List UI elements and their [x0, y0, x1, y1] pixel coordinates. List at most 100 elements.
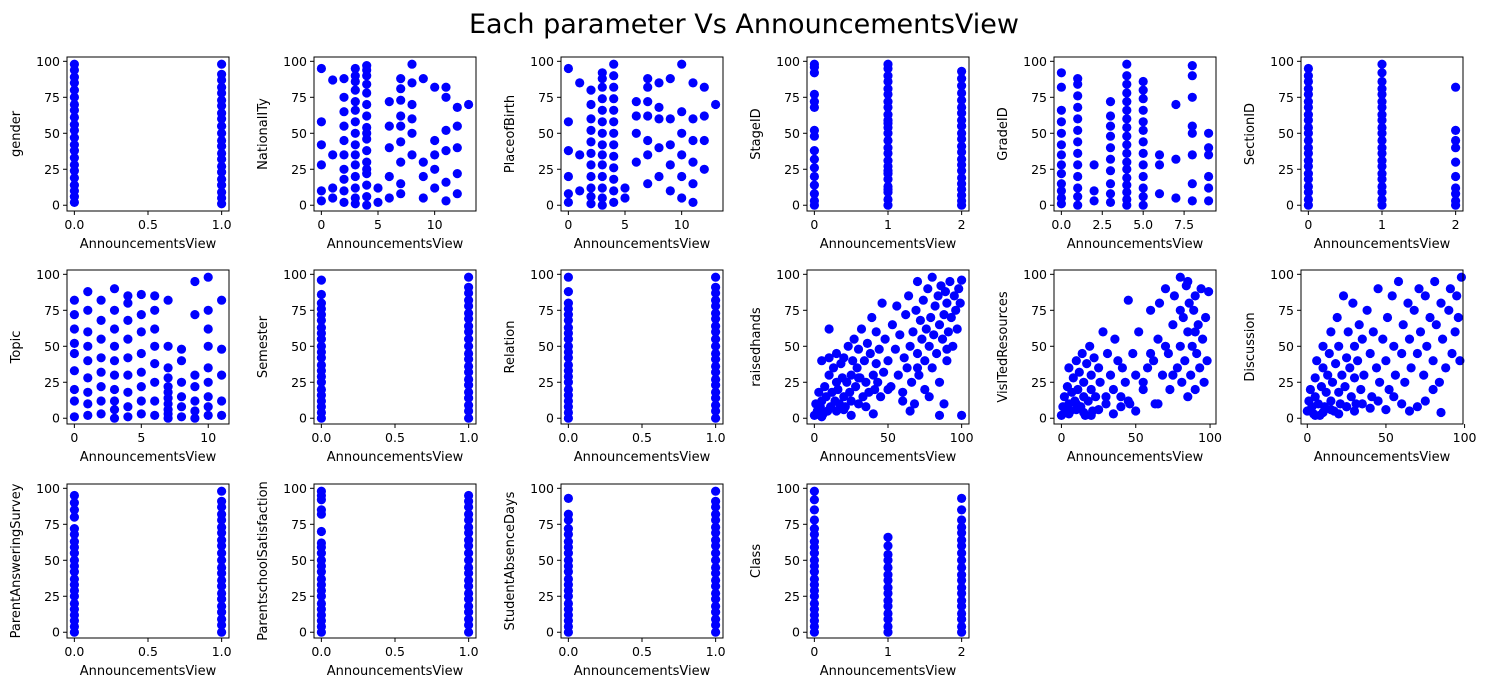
- data-point: [1342, 402, 1352, 412]
- data-point: [362, 111, 372, 121]
- y-axis-label: NationalITy: [256, 98, 271, 170]
- data-point: [1343, 327, 1353, 337]
- x-tick-label: 50: [880, 430, 896, 445]
- data-point: [441, 92, 451, 102]
- data-point: [1128, 348, 1138, 359]
- data-point: [563, 146, 574, 156]
- data-point: [1079, 377, 1089, 387]
- data-point: [586, 114, 596, 124]
- axes-frame: [560, 483, 724, 639]
- data-point: [203, 363, 213, 373]
- data-point: [853, 399, 864, 409]
- data-point: [1122, 131, 1132, 141]
- data-point: [809, 574, 820, 584]
- data-point: [1074, 367, 1084, 377]
- data-point: [69, 120, 79, 130]
- data-point: [69, 338, 79, 348]
- data-point: [1451, 143, 1461, 153]
- data-point: [190, 413, 200, 423]
- data-point: [643, 74, 653, 84]
- data-point: [396, 74, 406, 84]
- x-tick-label: 1.0: [459, 430, 479, 445]
- scatter-points: [563, 59, 721, 210]
- data-point: [1453, 312, 1463, 323]
- data-point: [563, 197, 574, 207]
- data-point: [1189, 305, 1199, 315]
- data-point: [1204, 171, 1214, 182]
- data-point: [845, 387, 855, 397]
- y-tick-label: 0: [792, 625, 800, 640]
- data-point: [1183, 276, 1193, 287]
- data-point: [699, 164, 709, 174]
- data-point: [934, 377, 945, 387]
- subplot-6: 0 1 2 0 25 50 75 100 AnnouncementsView SectionID: [1243, 54, 1464, 252]
- data-point: [217, 396, 227, 406]
- x-tick-label: 0: [1057, 430, 1065, 445]
- data-point: [1373, 284, 1383, 294]
- data-point: [69, 85, 79, 95]
- data-point: [1190, 291, 1200, 301]
- data-point: [1105, 97, 1116, 107]
- data-point: [631, 128, 641, 138]
- data-point: [1094, 405, 1104, 415]
- subplot-13: 0.0 0.5 1.0 0 25 50 75 100 AnnouncementsView Pare…: [9, 481, 232, 679]
- data-point: [609, 174, 619, 184]
- data-point: [69, 490, 79, 501]
- y-tick-label: 75: [44, 90, 60, 105]
- data-point: [563, 117, 574, 127]
- y-tick-label: 25: [291, 162, 307, 177]
- data-point: [362, 164, 372, 174]
- data-point: [1160, 341, 1171, 351]
- data-point: [396, 137, 406, 147]
- y-tick-label: 100: [36, 267, 60, 282]
- data-point: [631, 111, 641, 121]
- data-point: [1434, 377, 1444, 387]
- data-point: [150, 377, 160, 387]
- data-point: [631, 157, 641, 167]
- x-tick-label: 0: [1303, 430, 1311, 445]
- data-point: [69, 153, 79, 163]
- data-point: [373, 197, 383, 207]
- data-point: [396, 84, 406, 94]
- data-point: [1412, 402, 1422, 412]
- data-point: [1146, 348, 1156, 359]
- axes-frame: [313, 483, 477, 639]
- data-point: [563, 555, 574, 565]
- y-tick-label: 25: [538, 589, 554, 604]
- y-tick-label: 25: [538, 375, 554, 390]
- data-point: [945, 276, 955, 287]
- data-point: [350, 171, 360, 182]
- data-point: [1346, 392, 1356, 402]
- data-point: [609, 82, 619, 92]
- data-point: [1398, 320, 1408, 330]
- data-point: [1204, 150, 1214, 160]
- data-point: [563, 384, 574, 395]
- y-axis-label: Semester: [256, 315, 271, 378]
- data-point: [1419, 370, 1429, 380]
- data-point: [951, 305, 961, 315]
- x-tick-label: 0: [70, 430, 78, 445]
- data-point: [396, 111, 406, 121]
- y-tick-label: 75: [291, 517, 307, 532]
- x-tick-label: 0.5: [385, 644, 405, 659]
- data-point: [1404, 406, 1415, 416]
- data-point: [1327, 377, 1338, 387]
- data-point: [217, 535, 227, 545]
- data-point: [957, 548, 967, 558]
- data-point: [350, 85, 360, 95]
- data-point: [316, 298, 326, 308]
- data-point: [1384, 384, 1394, 395]
- data-point: [957, 596, 967, 606]
- data-point: [316, 360, 326, 370]
- data-point: [1056, 128, 1066, 138]
- data-point: [441, 125, 451, 135]
- data-point: [1154, 160, 1165, 170]
- data-point: [1172, 363, 1182, 373]
- data-point: [563, 509, 574, 519]
- y-tick-label: 75: [538, 90, 554, 105]
- y-tick-label: 50: [291, 339, 307, 354]
- data-point: [942, 298, 952, 308]
- data-point: [1153, 334, 1163, 344]
- data-point: [809, 495, 820, 505]
- data-point: [665, 114, 675, 124]
